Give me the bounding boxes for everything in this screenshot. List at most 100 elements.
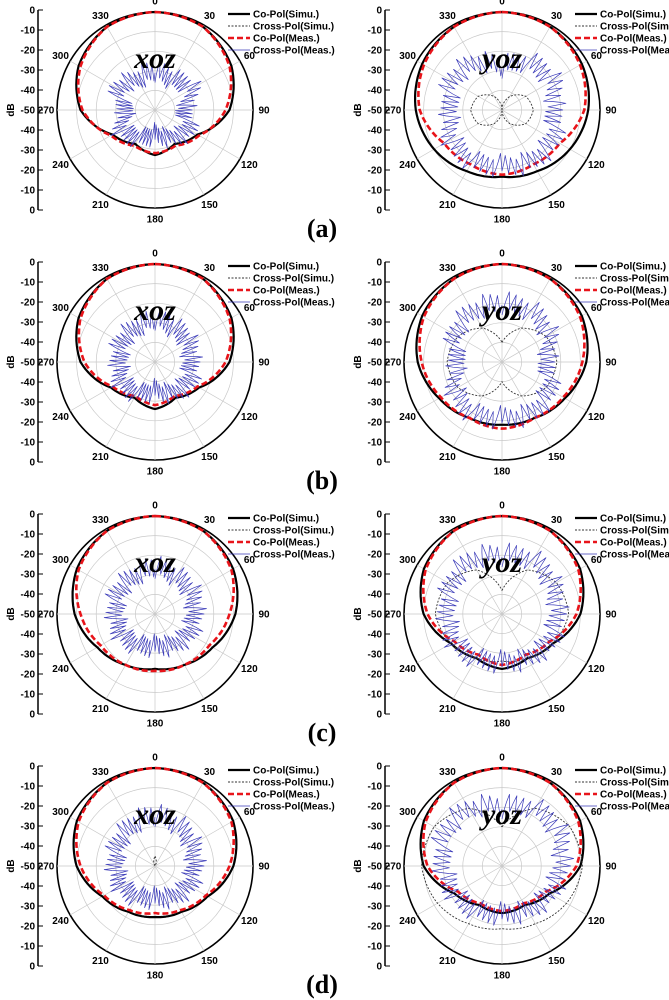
angle-label: 150 [201,956,218,967]
angle-label: 240 [399,160,416,171]
radial-tick-label: 0 [29,710,35,721]
radial-axis-label: dB [6,355,17,368]
angle-label: 90 [605,358,617,369]
grid-spoke [105,780,156,867]
radial-tick-label: -40 [368,378,383,389]
angle-label: 330 [92,515,109,526]
angle-label: 0 [152,501,158,512]
legend-entry: Cross-Pol(Simu.) [253,22,334,33]
angle-label: 240 [52,916,69,927]
polar-chart-a-yoz: 0 -10 -20 -30 -40 -50 -40 -30 -20 -10 0 dB 0 30 60 90 12… [353,0,669,226]
angle-label: 180 [147,719,164,730]
angle-label: 0 [499,249,505,260]
grid-spoke [501,361,588,412]
radial-tick-label: -20 [21,166,36,177]
series-co-pol-simu-- [419,766,585,915]
radial-tick-label: -10 [21,530,36,541]
radial-tick-label: -30 [21,902,36,913]
angle-label: 180 [494,719,511,730]
legend-entry: Cross-Pol(Simu.) [253,778,334,789]
radial-tick-label: 0 [29,510,35,521]
angle-label: 90 [605,610,617,621]
polar-chart-d-yoz: 0 -10 -20 -30 -40 -50 -40 -30 -20 -10 0 dB 0 30 60 90 12… [353,753,669,982]
radial-tick-label: -20 [368,550,383,561]
legend-entry: Cross-Pol(Meas.) [600,46,669,57]
angle-label: 270 [385,358,402,369]
radial-axis-label: dB [6,607,17,620]
angle-label: 90 [605,862,617,873]
radial-tick-label: -40 [368,882,383,893]
angle-label: 150 [548,704,565,715]
radial-tick-label: -50 [368,106,383,117]
radial-tick-label: 0 [376,6,382,17]
angle-label: 180 [147,215,164,226]
angle-label: 60 [591,51,603,62]
grid-spoke [501,865,552,952]
angle-label: 150 [201,200,218,211]
legend-entry: Cross-Pol(Meas.) [253,550,335,561]
angle-label: 180 [494,215,511,226]
series-cross-pol-simu-- [434,569,570,663]
series-co-pol-meas-- [75,514,235,673]
panel-label: (c) [308,718,337,747]
angle-label: 60 [591,807,603,818]
radial-tick-label: -30 [21,822,36,833]
legend-entry: Cross-Pol(Meas.) [253,46,335,57]
angle-label: 300 [399,807,416,818]
legend-entry: Co-Pol(Meas.) [600,34,667,45]
plane-label: yoz [479,294,522,327]
angle-label: 210 [439,200,456,211]
angle-label: 330 [439,11,456,22]
radial-tick-label: -20 [21,802,36,813]
radial-axis-label: dB [353,355,364,368]
angle-label: 300 [399,51,416,62]
series-co-pol-simu-- [414,10,591,179]
plane-label: yoz [479,42,522,75]
radial-tick-label: -50 [21,862,36,873]
radial-tick-label: -10 [368,530,383,541]
series-cross-pol-meas-- [438,50,567,178]
radial-tick-label: -40 [21,842,36,853]
radial-tick-label: 0 [376,206,382,217]
plane-label: xoz [133,42,176,75]
grid-spoke [501,816,588,867]
polar-chart-c-xoz: 0 -10 -20 -30 -40 -50 -40 -30 -20 -10 0 dB 0 30 60 90 12… [6,501,335,730]
radial-tick-label: 0 [376,762,382,773]
radial-tick-label: -20 [21,46,36,57]
panel-label: (a) [307,214,337,243]
radial-tick-label: 0 [376,962,382,973]
radial-tick-label: -30 [21,650,36,661]
grid-spoke [452,24,503,111]
angle-label: 270 [385,862,402,873]
grid-spoke [154,816,241,867]
grid-spoke [501,109,588,160]
radial-tick-label: -40 [21,378,36,389]
angle-label: 330 [439,767,456,778]
series-co-pol-simu-- [71,514,239,671]
grid-spoke [416,60,503,111]
radial-tick-label: -10 [21,782,36,793]
radial-tick-label: -20 [368,802,383,813]
polar-chart-d-xoz: 0 -10 -20 -30 -40 -50 -40 -30 -20 -10 0 dB 0 30 60 90 12… [6,753,335,982]
legend-entry: Co-Pol(Meas.) [253,286,320,297]
grid-spoke [154,60,241,111]
grid-spoke [501,60,588,111]
plane-label: yoz [479,546,522,579]
angle-label: 210 [439,704,456,715]
angle-label: 240 [399,664,416,675]
legend-entry: Cross-Pol(Simu.) [253,274,334,285]
angle-label: 90 [258,610,270,621]
angle-label: 90 [258,862,270,873]
angle-label: 90 [605,106,617,117]
radial-tick-label: -30 [21,570,36,581]
grid-spoke [154,528,205,615]
radial-tick-label: -40 [368,590,383,601]
angle-label: 210 [92,704,109,715]
angle-label: 240 [52,412,69,423]
angle-label: 60 [244,303,256,314]
angle-label: 180 [494,467,511,478]
angle-label: 120 [241,664,258,675]
angle-label: 240 [52,160,69,171]
polar-chart-b-xoz: 0 -10 -20 -30 -40 -50 -40 -30 -20 -10 0 dB 0 30 60 90 12… [6,249,335,478]
legend-entry: Cross-Pol(Meas.) [600,298,669,309]
